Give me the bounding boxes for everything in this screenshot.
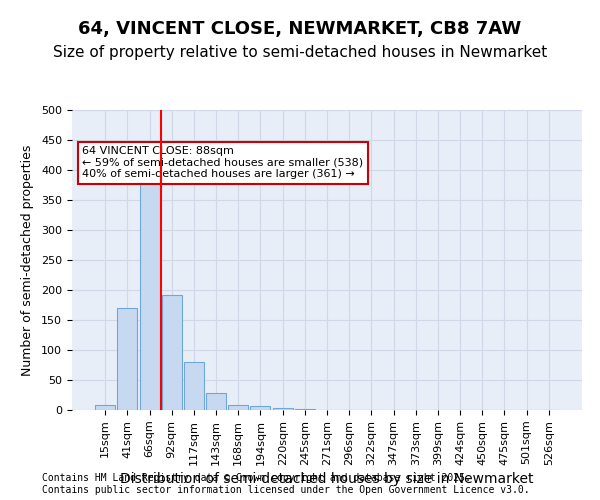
Text: 64 VINCENT CLOSE: 88sqm
← 59% of semi-detached houses are smaller (538)
40% of s: 64 VINCENT CLOSE: 88sqm ← 59% of semi-de… [82,146,364,179]
Bar [162,296,182,410]
Text: Contains HM Land Registry data © Crown copyright and database right 2025.
Contai: Contains HM Land Registry data © Crown c… [42,474,530,495]
Bar [184,362,204,410]
Bar [140,162,160,410]
X-axis label: Distribution of semi-detached houses by size in Newmarket: Distribution of semi-detached houses by … [120,472,534,486]
Y-axis label: Number of semi-detached properties: Number of semi-detached properties [21,144,34,376]
Bar [228,404,248,410]
Bar [95,404,115,410]
Text: Size of property relative to semi-detached houses in Newmarket: Size of property relative to semi-detach… [53,45,547,60]
Bar [250,406,271,410]
Bar [272,408,293,410]
Bar [118,308,137,410]
Bar [206,392,226,410]
Text: 64, VINCENT CLOSE, NEWMARKET, CB8 7AW: 64, VINCENT CLOSE, NEWMARKET, CB8 7AW [79,20,521,38]
